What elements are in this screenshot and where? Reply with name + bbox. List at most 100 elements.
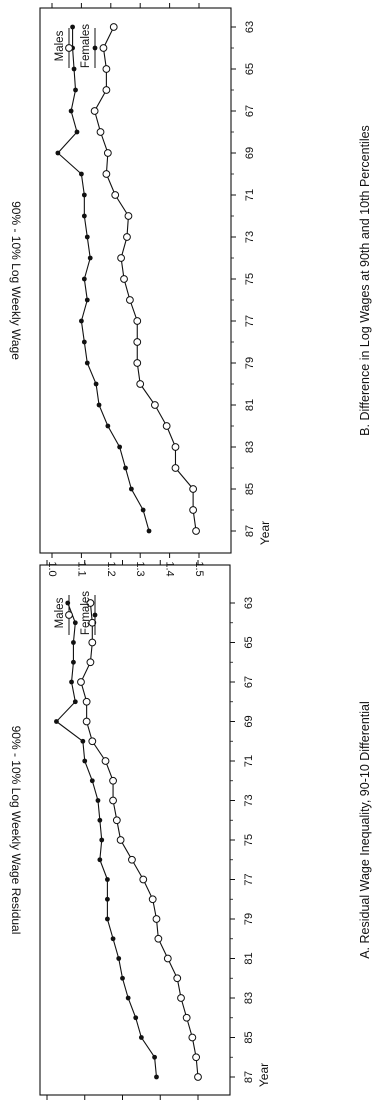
point-females <box>93 381 99 387</box>
point-males <box>133 359 142 367</box>
x-tick-label: 71 <box>243 755 255 767</box>
point-females <box>71 66 77 72</box>
point-females <box>97 817 103 823</box>
point-females <box>96 402 102 408</box>
point-males <box>133 317 142 325</box>
panel-b-percentile-difference: 63 65 67 69 71 73 75 77 79 81 83 85 87 1.0 1.1 1.2 1.3 1.… <box>9 3 372 577</box>
point-females <box>68 108 74 114</box>
point-females <box>89 778 95 784</box>
point-females <box>105 916 110 922</box>
x-tick-label: 73 <box>243 794 255 806</box>
y-axis-title: 90% - 10% Log Weekly Wage Residual <box>9 726 23 935</box>
point-males <box>123 233 131 241</box>
point-males <box>189 506 198 514</box>
y-tick-label: 1.1 <box>75 561 87 576</box>
x-tick-label: 67 <box>244 105 256 117</box>
point-males <box>86 599 95 607</box>
point-males <box>189 485 198 493</box>
x-tick-label: 87 <box>244 525 256 537</box>
x-tick-label: 69 <box>244 147 256 159</box>
point-females <box>110 936 116 942</box>
x-tick-label: 75 <box>243 834 255 846</box>
x-tick-label: 63 <box>244 21 256 33</box>
point-females <box>138 1035 144 1040</box>
plot-frame <box>39 564 231 1096</box>
series-line-females <box>57 27 150 532</box>
legend-marker-males <box>65 611 73 619</box>
point-females <box>97 857 103 863</box>
point-males <box>177 994 185 1002</box>
point-females <box>55 150 61 156</box>
point-females <box>72 620 78 626</box>
x-tick-label: 67 <box>243 676 255 688</box>
point-females <box>84 234 90 240</box>
point-females <box>72 699 78 705</box>
point-males <box>124 212 133 220</box>
point-males <box>88 638 97 647</box>
x-tick-label: 71 <box>244 189 256 201</box>
x-axis-title: Year <box>257 1063 271 1087</box>
point-males <box>163 954 172 963</box>
point-females <box>81 192 87 198</box>
point-females <box>152 1054 157 1060</box>
x-tick-label: 81 <box>244 399 256 411</box>
point-females <box>146 528 152 534</box>
point-males <box>188 1033 197 1042</box>
legend-marker-females <box>92 45 98 51</box>
point-females <box>79 318 84 324</box>
point-males <box>82 697 91 706</box>
point-females <box>84 360 90 366</box>
point-females <box>81 339 87 345</box>
point-females <box>120 975 125 981</box>
point-males <box>96 128 105 136</box>
x-tick-label: 63 <box>243 597 255 609</box>
point-females <box>84 297 90 303</box>
point-males <box>126 296 134 304</box>
panel-a-residual-inequality: 636567697173757779818385870.80.91.01.11.… <box>9 560 372 1100</box>
point-females <box>116 956 122 961</box>
point-males <box>109 23 118 31</box>
series-line-females <box>55 602 158 1078</box>
legend-marker-males <box>65 44 73 52</box>
series-line-males <box>80 602 199 1078</box>
point-females <box>123 465 128 471</box>
point-females <box>54 719 59 724</box>
x-tick-label: 81 <box>243 952 255 964</box>
point-males <box>120 275 128 283</box>
point-females <box>105 423 111 429</box>
point-males <box>171 464 180 472</box>
y-tick-label: 1.5 <box>193 561 205 576</box>
x-tick-label: 65 <box>243 636 255 648</box>
point-males <box>82 717 91 726</box>
point-males <box>90 107 99 115</box>
point-females <box>87 255 93 261</box>
point-males <box>102 65 111 73</box>
chart-title: A. Residual Wage Inequality, 90-10 Diffe… <box>358 701 372 959</box>
y-tick-label: 1.0 <box>46 561 58 576</box>
point-females <box>99 837 105 843</box>
y-tick-label: 1.2 <box>105 561 117 576</box>
plot-frame <box>39 7 232 554</box>
point-males <box>148 895 157 904</box>
point-males <box>109 776 117 785</box>
x-axis-title: Year <box>258 521 272 545</box>
point-females <box>105 896 110 902</box>
point-males <box>101 757 110 765</box>
point-males <box>102 170 111 178</box>
point-males <box>173 974 182 983</box>
x-tick-label: 85 <box>243 1031 255 1043</box>
point-males <box>88 737 97 746</box>
point-males <box>192 1053 201 1062</box>
point-males <box>102 86 111 94</box>
legend-label-males: Males <box>54 597 66 628</box>
point-females <box>133 1015 139 1021</box>
point-females <box>105 877 110 882</box>
point-males <box>116 836 125 844</box>
point-females <box>79 171 84 177</box>
point-males <box>162 422 171 430</box>
point-males <box>77 678 85 686</box>
x-tick-label: 69 <box>243 715 255 727</box>
series-line-males <box>94 26 197 532</box>
point-males <box>86 658 95 667</box>
